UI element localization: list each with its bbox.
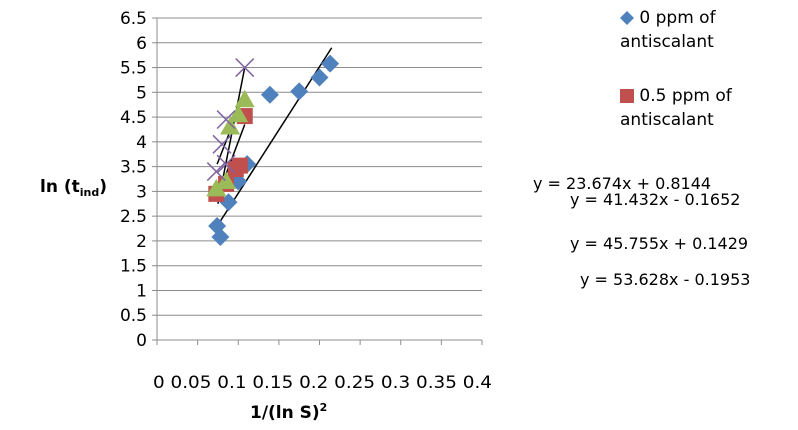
y-tick-label: 1.5 bbox=[120, 257, 147, 277]
data-point-square bbox=[231, 157, 248, 174]
x-tick-label: 0.4 bbox=[457, 373, 492, 393]
data-point-triangle bbox=[234, 89, 255, 108]
diamond-icon bbox=[620, 11, 634, 25]
x-tick-label: 0.25 bbox=[328, 373, 375, 393]
data-point-x bbox=[216, 110, 236, 130]
data-points bbox=[206, 54, 340, 246]
data-point-x bbox=[206, 162, 226, 182]
axes bbox=[152, 17, 483, 345]
data-point-diamond bbox=[211, 227, 230, 246]
data-point-x bbox=[216, 154, 236, 174]
y-tick-label: 2.5 bbox=[120, 207, 147, 227]
x-tick-label: 0.05 bbox=[165, 373, 212, 393]
x-axis-label: 1/(ln S)2 bbox=[250, 401, 327, 423]
y-tick-label: 0 bbox=[136, 331, 147, 351]
y-tick-label: 3 bbox=[136, 182, 147, 202]
data-point-triangle bbox=[220, 116, 241, 135]
gridlines bbox=[157, 17, 482, 316]
y-tick-label: 5 bbox=[136, 83, 147, 103]
equation-2: y = 41.432x - 0.1652 bbox=[570, 190, 741, 209]
y-tick-label: 6 bbox=[136, 34, 147, 54]
equation-4: y = 53.628x - 0.1953 bbox=[580, 270, 751, 289]
x-tick-label: 0 bbox=[153, 373, 165, 393]
legend-item-0ppm: 0 ppm of antiscalant bbox=[620, 6, 790, 54]
data-point-triangle bbox=[228, 104, 249, 123]
x-tick-labels: 0 0.05 0.1 0.15 0.2 0.25 0.3 0.35 0.4 bbox=[153, 373, 492, 393]
data-point-diamond bbox=[290, 82, 309, 101]
y-tick-label: 6.5 bbox=[120, 9, 147, 29]
x-tick-label: 0.35 bbox=[410, 373, 457, 393]
y-tick-label: 4.5 bbox=[120, 108, 147, 128]
data-point-triangle bbox=[216, 171, 237, 189]
legend-label-05ppm: 0.5 ppm of antiscalant bbox=[620, 86, 732, 130]
data-point-x bbox=[235, 58, 255, 78]
equation-1: y = 23.674x + 0.8144 bbox=[533, 174, 712, 193]
x-tick-label: 0.2 bbox=[293, 373, 328, 393]
x-tick-label: 0.3 bbox=[375, 373, 410, 393]
y-tick-label: 0.5 bbox=[120, 306, 147, 326]
data-point-x bbox=[212, 134, 232, 154]
data-point-triangle bbox=[206, 178, 227, 197]
data-point-diamond bbox=[321, 54, 340, 73]
square-icon bbox=[620, 89, 634, 103]
y-axis-label: ln (tind) bbox=[40, 177, 107, 199]
y-tick-label: 3.5 bbox=[120, 158, 147, 178]
x-tick-label: 0.15 bbox=[247, 373, 294, 393]
data-point-diamond bbox=[310, 68, 329, 87]
y-tick-label: 4 bbox=[136, 133, 147, 153]
data-point-diamond bbox=[260, 85, 279, 104]
y-tick-labels: 0 0.5 1 1.5 2 2.5 3 3.5 4 4.5 5 5.5 6 6.5 bbox=[120, 9, 147, 351]
y-tick-label: 1 bbox=[136, 281, 147, 301]
x-tick-labels-text: 0 0.05 0.1 0.15 0.2 0.25 0.3 0.35 0.4 bbox=[153, 373, 492, 393]
legend-item-05ppm: 0.5 ppm of antiscalant bbox=[620, 84, 790, 132]
y-tick-label: 5.5 bbox=[120, 59, 147, 79]
legend-label-0ppm: 0 ppm of antiscalant bbox=[620, 8, 716, 52]
y-tick-label: 2 bbox=[136, 232, 147, 252]
x-tick-label: 0.1 bbox=[211, 373, 246, 393]
equation-3: y = 45.755x + 0.1429 bbox=[570, 234, 749, 253]
